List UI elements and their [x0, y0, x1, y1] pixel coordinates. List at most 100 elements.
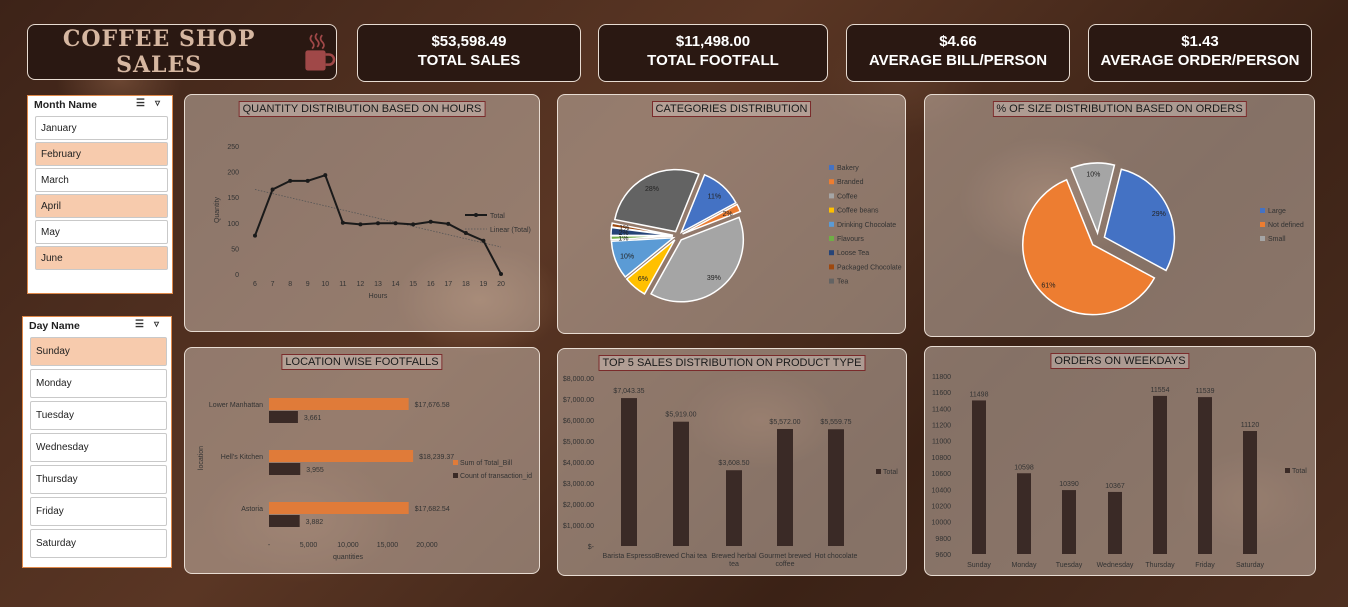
data-point: [393, 221, 398, 226]
legend-label: Packaged Chocolate: [837, 264, 902, 271]
y-tick-label: 10200: [932, 503, 952, 510]
clear-filter-icon[interactable]: ▿: [154, 319, 160, 330]
bar: [828, 429, 844, 546]
x-tick-label: Thursday: [1145, 562, 1175, 569]
product-bar-chart: $- $1,000.00 $2,000.00 $3,000.00 $4,000.00 $5…: [563, 376, 898, 568]
slicer-item-friday[interactable]: Friday: [30, 497, 167, 526]
slicer-item-thursday[interactable]: Thursday: [30, 465, 167, 494]
x-tick-label: 12: [357, 281, 365, 288]
hours-line-chart-panel: QUANTITY DISTRIBUTION BASED ON HOURS 0 50…: [184, 94, 540, 332]
data-label: 11539: [1196, 388, 1215, 395]
weekday-bar-chart: 9600 9800 10000 10200 10400 10600 10800 11000 11…: [932, 374, 1308, 569]
bar: [1153, 395, 1167, 554]
data-label: 61%: [1041, 282, 1055, 289]
slicer-item-february[interactable]: February: [35, 142, 168, 166]
x-axis-label: Hours: [369, 293, 388, 300]
y-tick-label: 100: [227, 221, 239, 228]
data-label: 10390: [1059, 481, 1079, 488]
data-label: 10%: [1086, 172, 1100, 179]
y-tick-label: 10400: [932, 487, 952, 494]
data-label: 10%: [620, 254, 634, 261]
y-axis-label: location: [198, 446, 205, 470]
legend-label: Drinking Chocolate: [837, 222, 896, 229]
y-tick-label: 11000: [932, 439, 951, 446]
x-axis-label: quantities: [333, 554, 363, 561]
trendline: [254, 189, 502, 248]
y-tick-label: 150: [227, 195, 239, 202]
slicer-item-june[interactable]: June: [35, 246, 168, 270]
pie-slice-bakery: [679, 173, 737, 234]
slicer-item-tuesday[interactable]: Tuesday: [30, 401, 167, 430]
pie-slice-packaged-chocolate: [610, 222, 674, 236]
slicer-item-monday[interactable]: Monday: [30, 369, 167, 398]
legend-marker: [1260, 236, 1265, 241]
multi-select-icon[interactable]: ☰: [136, 98, 145, 109]
x-tick-label: tea: [729, 561, 739, 568]
legend-marker: [453, 473, 458, 478]
pie-slice-not-defined: [1022, 178, 1156, 316]
legend-marker: [453, 460, 458, 465]
y-tick-label: 0: [235, 272, 239, 279]
multi-select-icon[interactable]: ☰: [135, 319, 144, 330]
legend-marker: [829, 207, 834, 213]
data-point: [463, 231, 468, 236]
slicer-item-sunday[interactable]: Sunday: [30, 337, 167, 366]
y-tick-label: 9800: [935, 536, 951, 543]
kpi-value: $53,598.49: [431, 33, 507, 50]
bar: [1198, 397, 1212, 554]
bar-total-bill: [269, 450, 414, 462]
x-tick-label: Wednesday: [1097, 562, 1134, 569]
bar: [726, 470, 742, 546]
y-tick-label: $6,000.00: [563, 418, 594, 425]
legend-label: Linear (Total): [490, 227, 531, 234]
data-point: [358, 222, 363, 227]
location-bar-chart-panel: LOCATION WISE FOOTFALLS - 5,000 10,000 15,0…: [184, 347, 540, 574]
y-tick-label: $2,000.00: [563, 502, 594, 509]
data-label: 3,661: [304, 415, 322, 422]
clear-filter-icon[interactable]: ▿: [155, 98, 161, 109]
slicer-item-january[interactable]: January: [35, 116, 168, 140]
legend-marker: [829, 179, 834, 185]
data-point: [288, 178, 293, 183]
x-tick-label: Brewed herbal: [711, 553, 757, 560]
legend-marker: [829, 193, 834, 199]
kpi-label: TOTAL SALES: [417, 52, 521, 69]
x-tick-label: Hot chocolate: [815, 553, 858, 560]
bar: [1243, 431, 1257, 554]
slicer-item-may[interactable]: May: [35, 220, 168, 244]
y-tick-label: $1,000.00: [563, 523, 594, 530]
slicer-item-saturday[interactable]: Saturday: [30, 529, 167, 558]
chart-title: QUANTITY DISTRIBUTION BASED ON HOURS: [238, 101, 486, 117]
y-axis-label: Quantity: [214, 196, 221, 223]
legend-marker: [876, 469, 881, 474]
x-tick-label: Tuesday: [1056, 562, 1083, 569]
pie-slice-tea: [613, 168, 700, 233]
product-bar-chart-panel: TOP 5 SALES DISTRIBUTION ON PRODUCT TYPE…: [557, 348, 907, 576]
slicer-title: Day Name: [29, 320, 80, 332]
data-label: 10367: [1105, 483, 1125, 490]
data-label: 6%: [638, 276, 648, 283]
y-tick-label: $8,000.00: [563, 376, 594, 383]
kpi-total-sales: $53,598.49 TOTAL SALES: [357, 24, 581, 82]
data-label: $7,043.35: [613, 388, 644, 395]
data-point: [411, 222, 416, 227]
x-tick-label: Barista Espresso: [603, 553, 656, 560]
bar: [621, 398, 637, 546]
data-point: [481, 238, 486, 243]
slicer-item-march[interactable]: March: [35, 168, 168, 192]
x-tick-label: 20: [497, 281, 505, 288]
y-tick-label: $4,000.00: [563, 460, 594, 467]
x-tick-label: Brewed Chai tea: [655, 553, 707, 560]
legend-label: Total: [883, 469, 898, 476]
x-tick-label: Sunday: [967, 562, 991, 569]
x-tick-label: 9: [306, 281, 310, 288]
data-label: $18,239.37: [419, 454, 454, 461]
legend-marker: [1260, 222, 1265, 227]
kpi-value: $1.43: [1181, 33, 1219, 50]
slicer-item-wednesday[interactable]: Wednesday: [30, 433, 167, 462]
slicer-item-april[interactable]: April: [35, 194, 168, 218]
y-tick-label: 11600: [932, 390, 951, 397]
x-tick-label: Gourmet brewed: [759, 553, 811, 560]
data-point: [376, 221, 380, 226]
y-tick-label: 200: [227, 170, 239, 177]
